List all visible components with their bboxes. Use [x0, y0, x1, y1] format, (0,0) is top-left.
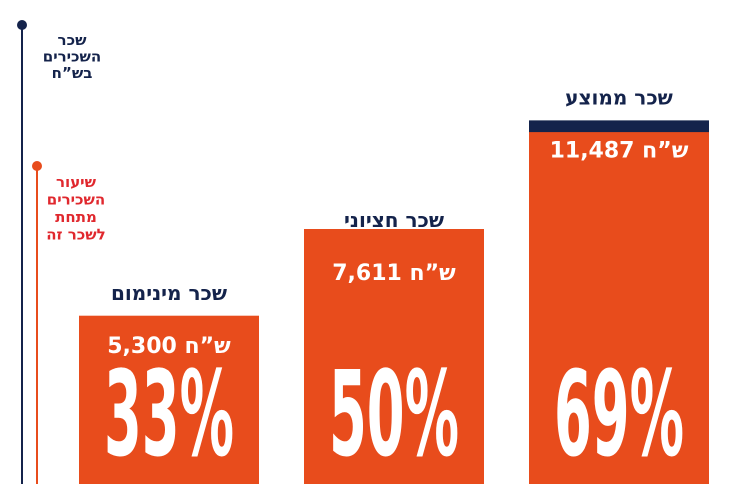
bar — [304, 229, 484, 484]
value-label: 5,300 ש”ח — [107, 334, 231, 359]
y-axis-label: בש”ח — [52, 64, 93, 82]
category-label: שכר ממוצע — [565, 85, 673, 109]
y2-axis-label: מתחת — [55, 208, 97, 226]
bar — [529, 132, 709, 484]
percent-label: 50% — [329, 345, 459, 483]
y-axis-label: השכירים — [43, 48, 101, 66]
y2-axis-label: שיעור — [56, 173, 97, 191]
category-label: שכר מינימום — [111, 281, 227, 305]
y2-axis-label: השכירים — [47, 191, 105, 209]
y-axis-label: שכר — [58, 31, 88, 49]
percent-label: 69% — [554, 345, 684, 483]
y-axis-dot — [17, 20, 27, 30]
value-label: 7,611 ש”ח — [332, 261, 456, 286]
y2-axis-label: לשכר זה — [46, 226, 106, 244]
value-label: 11,487 ש”ח — [550, 138, 689, 163]
y2-axis-dot — [32, 161, 42, 171]
bar — [79, 315, 259, 484]
category-label: שכר חציוני — [344, 208, 444, 232]
percent-label: 33% — [104, 345, 234, 483]
